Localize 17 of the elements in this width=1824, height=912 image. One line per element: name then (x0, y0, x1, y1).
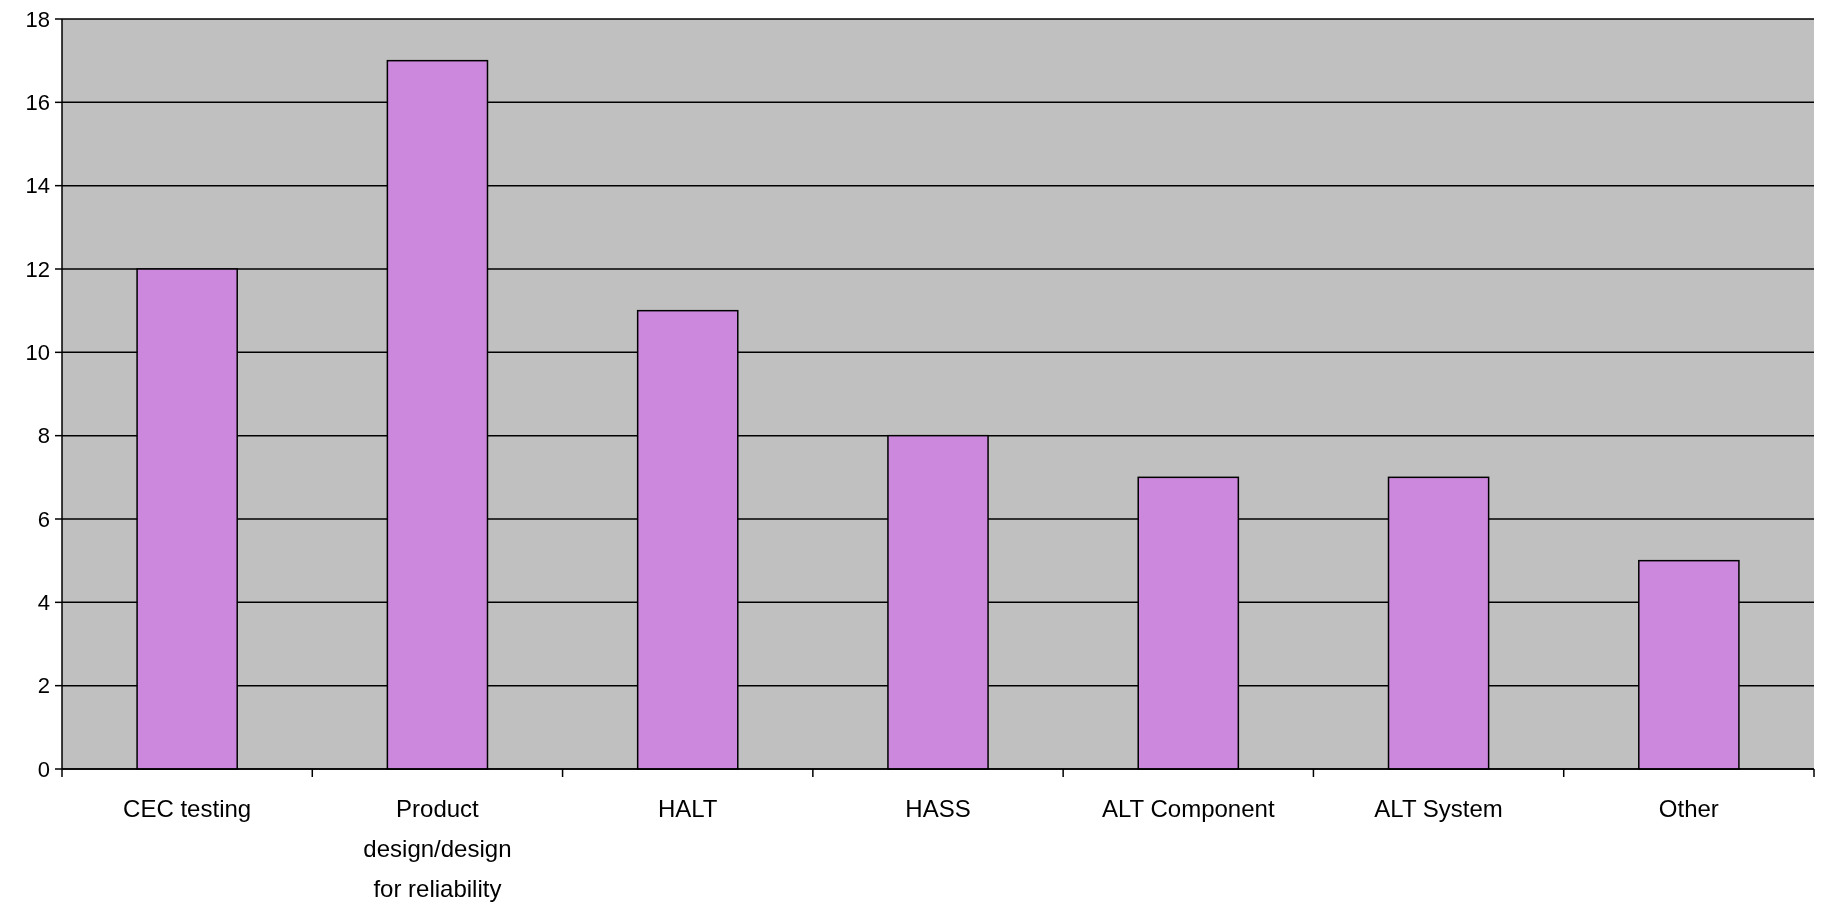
y-tick-label: 6 (37, 506, 50, 532)
y-tick-label: 10 (25, 340, 50, 366)
y-tick-label: 2 (37, 673, 50, 699)
y-tick-label: 0 (37, 756, 50, 782)
x-tick-label: Product design/design for reliability (363, 795, 512, 902)
y-tick-label: 16 (25, 90, 50, 116)
x-tick-label: CEC testing (123, 795, 252, 822)
y-tick-label: 4 (37, 590, 50, 616)
y-tick-label: 12 (25, 256, 50, 282)
y-tick-label: 14 (25, 173, 50, 199)
y-tick-label: 18 (25, 6, 50, 32)
x-tick-label: ALT Component (1102, 795, 1275, 822)
x-tick-label: Other (1658, 795, 1719, 822)
x-tick-label: HALT (657, 795, 718, 822)
x-tick-label: HASS (905, 795, 971, 822)
y-tick-label: 8 (37, 423, 50, 449)
x-tick-label: ALT System (1374, 795, 1503, 822)
